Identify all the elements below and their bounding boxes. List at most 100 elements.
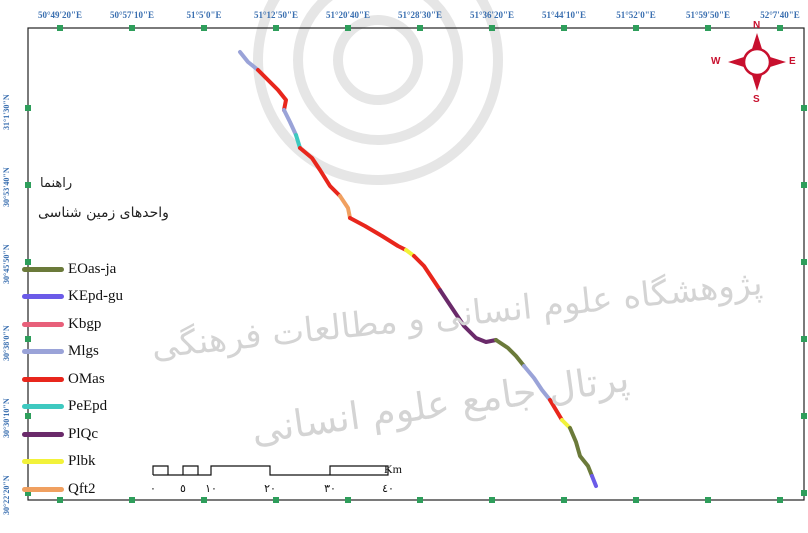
grid-marker [633,25,639,31]
route-segment [522,364,552,402]
compass-n: N [753,20,761,31]
longitude-label: 51°28'30"E [397,10,443,20]
grid-marker [801,182,807,188]
route-segment [338,194,352,220]
grid-marker [801,105,807,111]
route-segment [590,474,598,488]
longitude-label: 51°44'10"E [541,10,587,20]
route-segment [298,146,342,198]
scale-unit: Km [384,462,402,476]
scale-tick-label: ٢٠ [264,482,276,495]
legend-label: PlQc [68,425,98,442]
grid-marker [801,259,807,265]
grid-marker [801,490,807,496]
legend-item: Qft2 [22,478,96,500]
watermark-logo [253,0,503,185]
grid-marker [25,105,31,111]
grid-marker [705,497,711,503]
longitude-label: 51°36'20"E [469,10,515,20]
geology-route [238,50,598,488]
legend-swatch [22,349,64,354]
grid-marker [25,413,31,419]
legend-item: Plbk [22,451,96,473]
grid-marker [489,497,495,503]
compass-w: W [711,56,721,67]
grid-marker [561,25,567,31]
grid-marker [561,497,567,503]
longitude-label: 51°5'0"E [186,10,222,20]
legend-swatch [22,431,64,437]
legend-label: Plbk [68,453,96,469]
legend-swatch [22,266,64,272]
legend-swatch [22,404,64,409]
scale-tick-label: ٣٠ [324,482,336,495]
longitude-label: 50°49'20"E [37,10,83,20]
compass-e: E [789,56,796,67]
legend-item: Mlgs [22,341,99,363]
longitude-label: 51°52'0"E [616,10,656,20]
latitude-label: 30°45'50"N [2,244,11,284]
route-segment [548,398,564,422]
grid-marker [801,336,807,342]
route-segment [294,133,302,150]
latitude-label: 30°22'20"N [2,475,11,515]
legend-item: Kbgp [22,313,101,335]
grid-marker [273,497,279,503]
grid-marker [129,497,135,503]
grid-marker [417,25,423,31]
legend-subtitle: واحدهای زمین شناسی [38,205,169,221]
grid-marker [57,497,63,503]
legend-label: Mlgs [68,343,99,359]
longitude-label: 50°57'10"E [109,10,155,20]
route-segment [568,426,594,478]
grid-marker [489,25,495,31]
grid-marker [25,336,31,342]
scale-tick-label: ٠ [150,482,156,495]
latitude-label: 30°53'40"N [2,167,11,207]
grid-marker [633,497,639,503]
latitude-label: 30°30'10"N [2,398,11,438]
latitude-label: 30°38'0"N [2,325,11,361]
grid-marker [777,25,783,31]
grid-marker [705,25,711,31]
longitude-label: 52°7'40"E [760,10,800,20]
compass-s: S [753,94,760,105]
longitude-label: 51°59'50"E [685,10,731,20]
legend-swatch [22,459,64,464]
legend-swatch [22,376,64,382]
compass-icon [728,33,786,91]
legend-label: KEpd-gu [68,288,123,304]
latitude-label: 31°1'30"N [2,94,11,130]
grid-marker [417,497,423,503]
legend-label: OMas [68,370,105,387]
grid-marker [25,490,31,496]
legend-item: OMas [22,368,105,390]
legend-swatch [22,321,64,327]
scale-tick-label: ٥ [180,482,186,495]
grid-marker [201,25,207,31]
longitude-label: 51°20'40"E [325,10,371,20]
grid-markers [25,25,807,503]
legend-item: PlQc [22,423,98,445]
legend-item: PeEpd [22,396,107,418]
legend-label: EOas-ja [68,260,117,277]
route-segment [494,338,526,368]
route-segment [438,288,498,344]
scale-tick-label: ١٠ [205,482,217,495]
route-segment [412,254,442,292]
grid-marker [25,259,31,265]
route-segment [256,68,288,112]
legend-title: راهنما [40,176,73,191]
grid-marker [25,182,31,188]
scale-tick-label: ٤٠ [382,482,394,495]
legend-item: KEpd-gu [22,286,123,308]
grid-marker [777,497,783,503]
legend-label: Qft2 [68,480,96,497]
legend-swatch [22,486,64,492]
legend-label: PeEpd [68,398,108,414]
route-segment [238,50,260,72]
grid-marker [273,25,279,31]
grid-marker [345,497,351,503]
route-segment [282,108,298,137]
